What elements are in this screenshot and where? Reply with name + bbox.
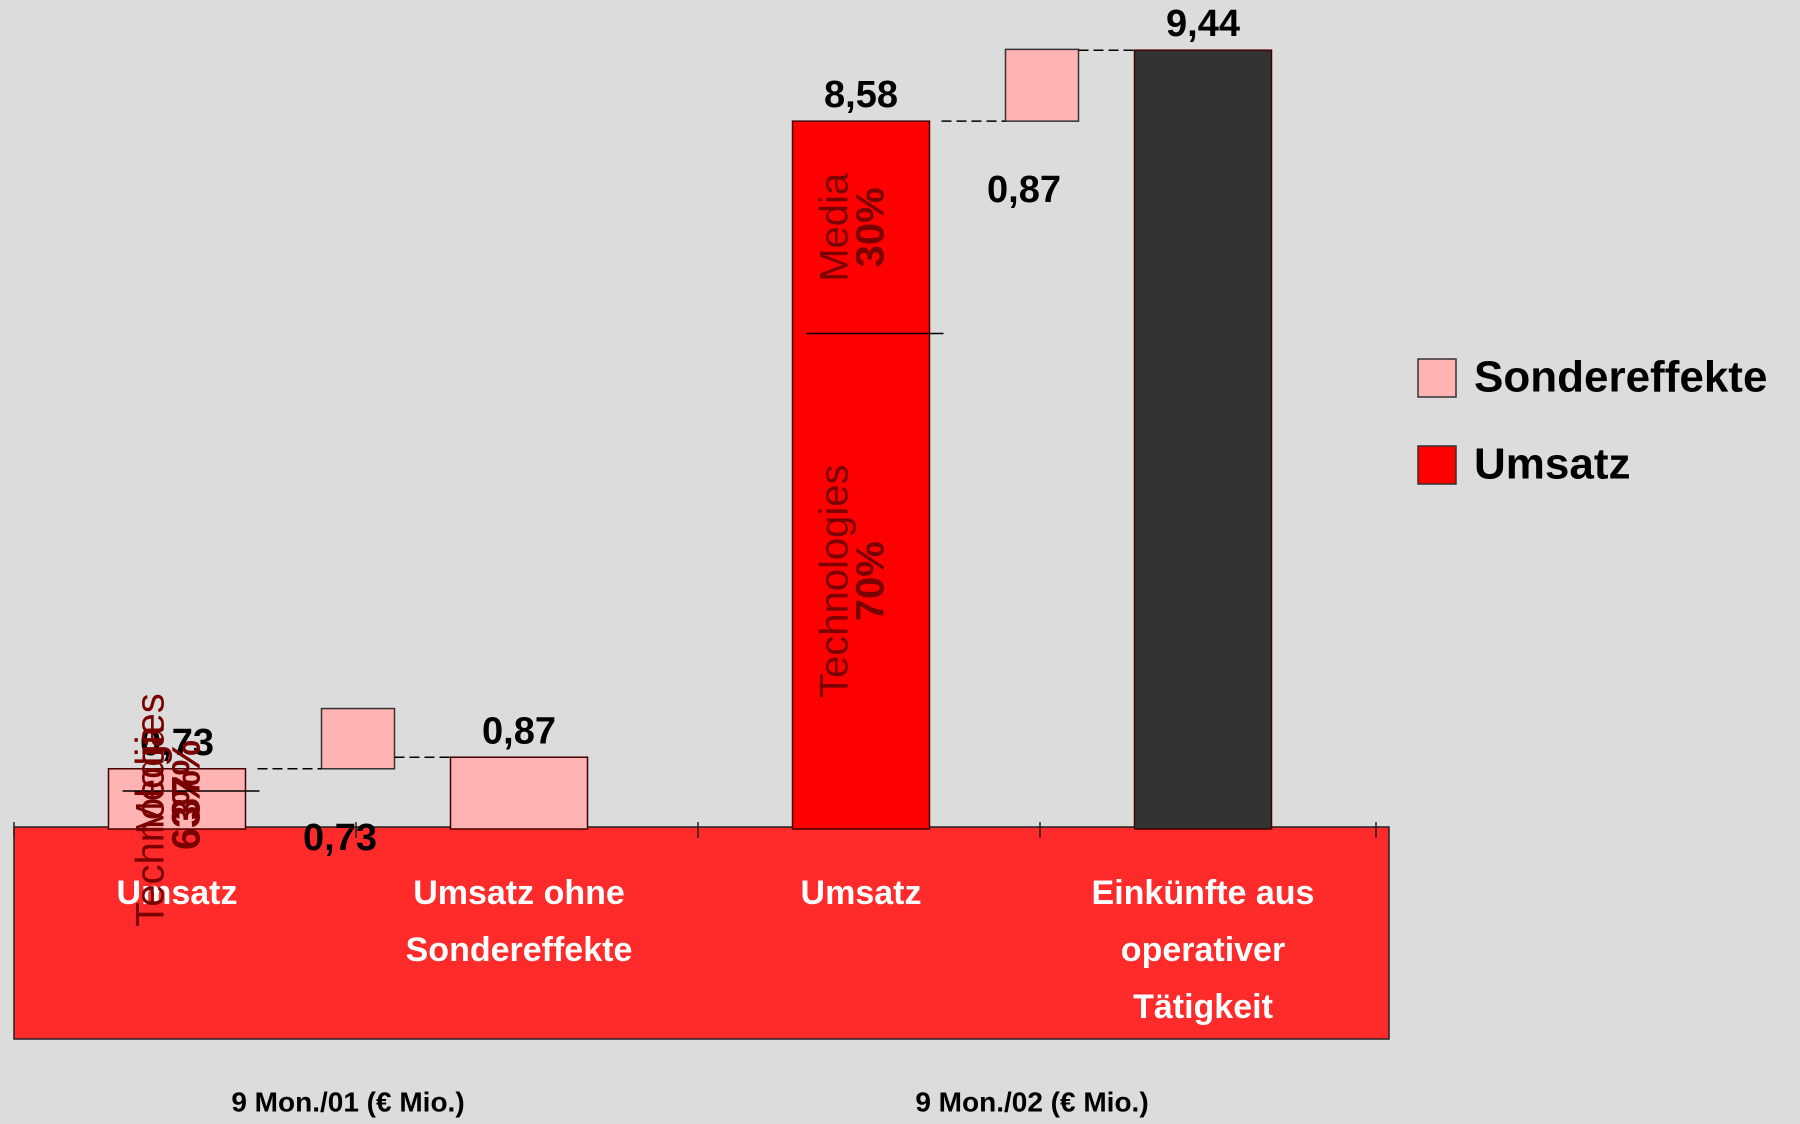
value-label: 9,44 — [1166, 3, 1240, 45]
value-label: 0,73 — [140, 722, 214, 764]
legend-label: Sondereffekte — [1474, 353, 1767, 402]
segment-label: 37% — [165, 740, 209, 820]
bar — [449, 756, 589, 830]
x-tick-label: operativer — [1121, 931, 1285, 969]
value-label: 0,87 — [482, 710, 556, 752]
category-band — [13, 826, 1390, 1040]
segment-label: 63% — [165, 770, 209, 850]
legend-label: Umsatz — [1474, 440, 1631, 489]
legend-swatch — [1417, 445, 1457, 485]
bar — [1133, 49, 1273, 830]
bar — [107, 768, 247, 830]
segment-name: Media — [129, 725, 173, 835]
value-label: 0,87 — [987, 169, 1061, 211]
x-tick-label: Einkünfte aus — [1092, 874, 1315, 912]
segment-label: 30% — [849, 187, 893, 267]
segment-name: Media — [813, 172, 857, 282]
segment-name: Technologies — [129, 693, 173, 927]
value-label: 0,73 — [303, 817, 377, 859]
legend-swatch — [1417, 358, 1457, 398]
x-tick-label: Umsatz — [801, 874, 922, 912]
special-effect-box — [320, 707, 396, 770]
x-tick-label: Sondereffekte — [406, 931, 633, 969]
group-label: 9 Mon./02 (€ Mio.) — [915, 1086, 1148, 1117]
special-effect-box — [1004, 48, 1080, 122]
segment-label: 70% — [849, 541, 893, 621]
bar — [791, 120, 931, 830]
value-label: 8,58 — [824, 74, 898, 116]
x-tick-label: Umsatz — [117, 874, 238, 912]
x-tick-label: Tätigkeit — [1133, 988, 1273, 1026]
segment-name: Technologies — [813, 465, 857, 699]
group-label: 9 Mon./01 (€ Mio.) — [231, 1086, 464, 1117]
x-tick-label: Umsatz ohne — [413, 874, 625, 912]
